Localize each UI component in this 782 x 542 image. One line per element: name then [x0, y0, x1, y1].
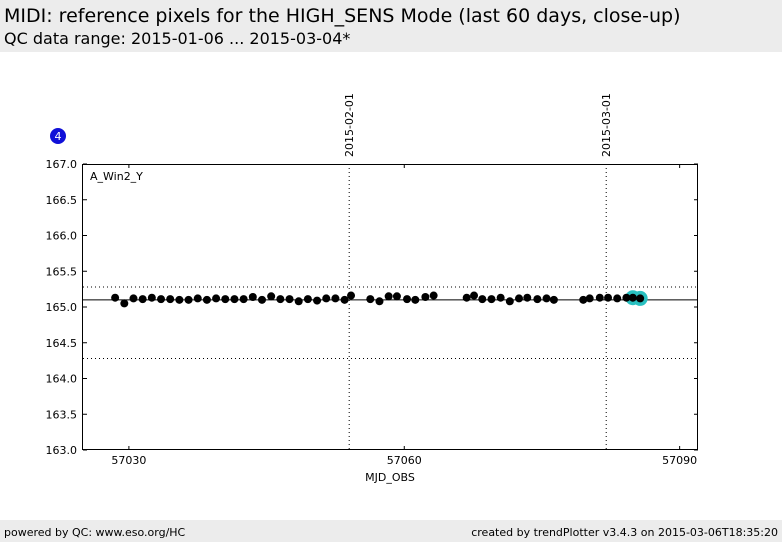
data-point	[111, 293, 120, 302]
data-point	[138, 295, 147, 304]
data-point	[585, 294, 594, 303]
data-point	[515, 294, 524, 303]
data-point	[267, 292, 276, 301]
data-point	[478, 295, 487, 304]
data-point	[248, 292, 257, 301]
y-tick-label: 166.5	[46, 194, 78, 207]
data-point	[613, 294, 622, 303]
panel-badge	[50, 128, 66, 144]
data-point	[549, 295, 558, 304]
y-tick-label: 165.5	[46, 265, 78, 278]
data-point	[366, 295, 375, 304]
data-point	[212, 294, 221, 303]
data-point	[496, 293, 505, 302]
data-point	[604, 293, 613, 302]
data-point	[347, 291, 356, 300]
data-point	[175, 295, 184, 304]
y-tick-label: 163.0	[46, 444, 78, 457]
y-tick-label: 164.5	[46, 337, 78, 350]
data-point	[184, 295, 193, 304]
data-point	[294, 297, 303, 306]
data-point	[147, 293, 156, 302]
data-point	[239, 295, 248, 304]
data-point	[392, 292, 401, 301]
series-label: A_Win2_Y	[90, 170, 143, 183]
data-point	[157, 295, 166, 304]
data-point	[303, 295, 312, 304]
data-point	[622, 293, 631, 302]
header-bar: MIDI: reference pixels for the HIGH_SENS…	[0, 0, 782, 52]
data-point-latest	[628, 293, 637, 302]
footer-bar: powered by QC: www.eso.org/HC created by…	[0, 520, 782, 542]
data-point	[285, 295, 294, 304]
page-subtitle: QC data range: 2015-01-06 ... 2015-03-04…	[4, 29, 351, 48]
data-point	[470, 291, 479, 300]
data-point	[421, 292, 430, 301]
data-point	[462, 293, 471, 302]
data-point-latest	[636, 294, 645, 303]
data-point	[384, 292, 393, 301]
y-tick-label: 165.0	[46, 301, 78, 314]
date-marker-label: 2015-03-01	[600, 93, 613, 157]
data-point	[331, 294, 340, 303]
data-point	[403, 295, 412, 304]
x-tick-label: 57030	[111, 454, 146, 467]
data-point	[120, 299, 129, 308]
footer-credit: powered by QC: www.eso.org/HC	[4, 526, 186, 539]
data-point	[276, 295, 285, 304]
point-layer	[111, 290, 648, 308]
y-tick-label: 163.5	[46, 408, 78, 421]
page-title: MIDI: reference pixels for the HIGH_SENS…	[4, 5, 681, 27]
data-point	[487, 295, 496, 304]
data-point	[129, 294, 138, 303]
data-point	[313, 296, 322, 305]
y-tick-label: 167.0	[46, 158, 78, 171]
x-axis-label: MJD_OBS	[365, 471, 415, 484]
data-point	[257, 295, 266, 304]
tick-layer: 163.0 163.5 164.0 164.5 165.0 165.5 166.0 166.5…	[46, 158, 698, 467]
y-tick-label: 164.0	[46, 373, 78, 386]
data-point	[202, 295, 211, 304]
data-point	[523, 293, 532, 302]
data-point	[595, 293, 604, 302]
data-point	[322, 294, 331, 303]
data-point	[230, 295, 239, 304]
x-tick-label: 57060	[387, 454, 422, 467]
data-point	[429, 291, 438, 300]
data-point	[221, 295, 230, 304]
date-marker-layer: 2015-02-01 2015-03-01	[343, 93, 613, 450]
data-point	[193, 294, 202, 303]
data-point	[533, 295, 542, 304]
plot-frame	[82, 164, 698, 450]
data-point	[166, 295, 175, 304]
data-point	[411, 295, 420, 304]
data-point	[579, 295, 588, 304]
footer-generator: created by trendPlotter v3.4.3 on 2015-0…	[471, 526, 778, 539]
x-tick-label: 57090	[662, 454, 697, 467]
data-point	[505, 297, 514, 306]
data-point	[340, 295, 349, 304]
date-marker-label: 2015-02-01	[343, 93, 356, 157]
data-point	[542, 294, 551, 303]
panel-badge-label: 4	[55, 130, 62, 143]
y-tick-label: 166.0	[46, 230, 78, 243]
data-point	[375, 297, 384, 306]
